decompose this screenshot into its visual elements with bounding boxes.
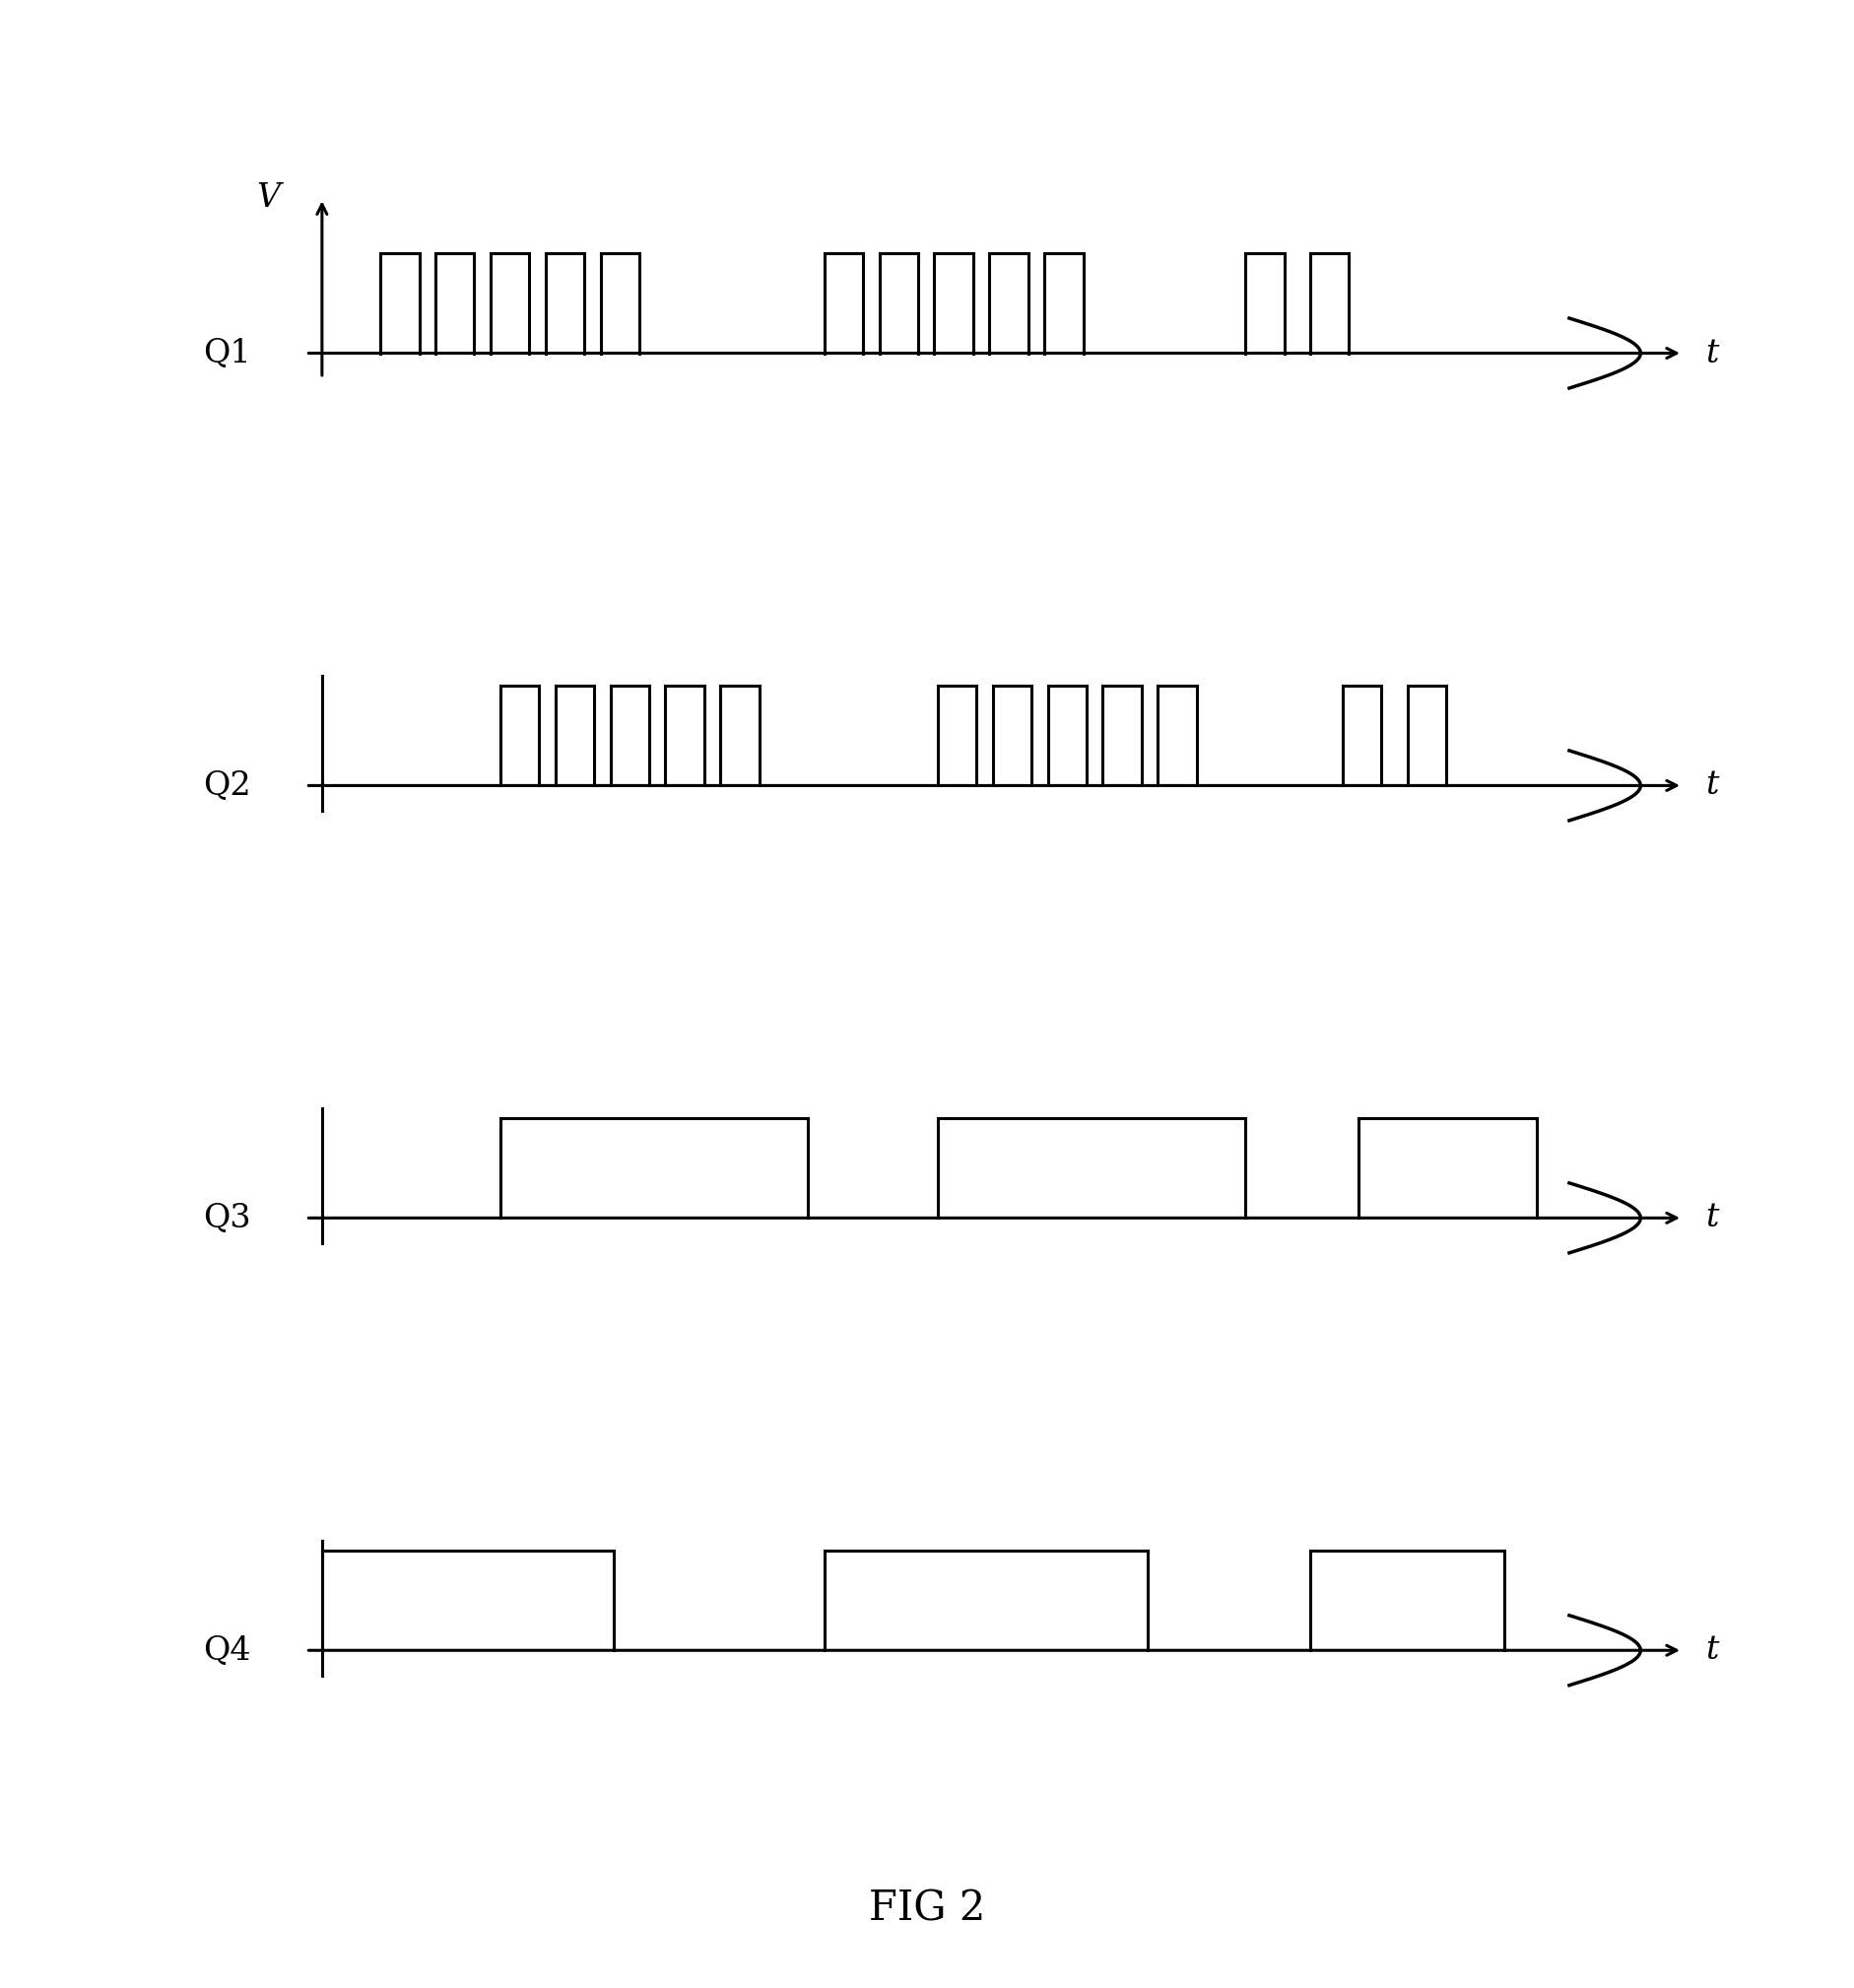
Text: FIG 2: FIG 2 (870, 1889, 984, 1928)
Text: t: t (1706, 338, 1719, 370)
Text: Q2: Q2 (202, 769, 250, 801)
Text: t: t (1706, 769, 1719, 801)
Text: Q4: Q4 (202, 1634, 250, 1666)
Text: Q3: Q3 (202, 1203, 250, 1235)
Text: Q1: Q1 (202, 338, 250, 370)
Text: t: t (1706, 1203, 1719, 1235)
Text: V: V (256, 183, 280, 215)
Text: t: t (1706, 1634, 1719, 1666)
